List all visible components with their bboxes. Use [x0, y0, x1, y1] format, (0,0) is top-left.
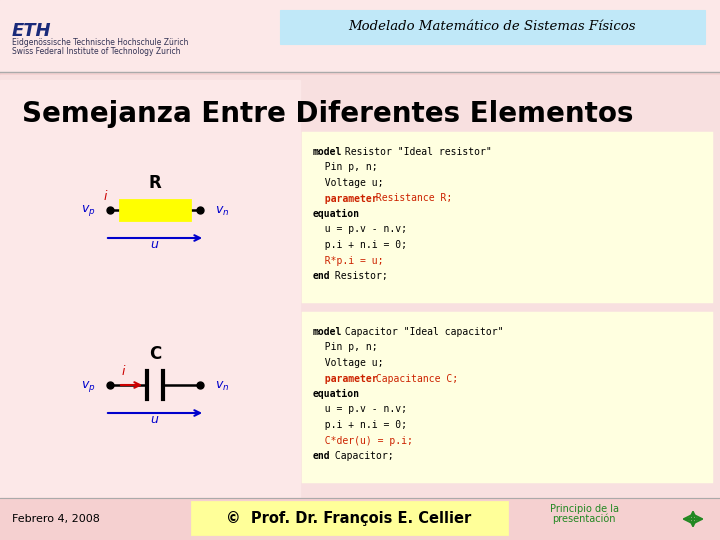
Text: Modelado Matemático de Sistemas Físicos: Modelado Matemático de Sistemas Físicos: [348, 21, 636, 33]
Bar: [0, 498, 720, 540]
Text: Capacitor;: Capacitor;: [328, 451, 393, 461]
Text: $\mathit{v}_n$: $\mathit{v}_n$: [215, 205, 229, 218]
Text: Pin p, n;: Pin p, n;: [313, 163, 377, 172]
Text: parameter: parameter: [313, 193, 377, 204]
Text: u = p.v - n.v;: u = p.v - n.v;: [313, 404, 407, 415]
Text: Resistance R;: Resistance R;: [370, 193, 452, 204]
Text: Resistor "Ideal resistor": Resistor "Ideal resistor": [339, 147, 492, 157]
Text: presentación: presentación: [552, 514, 616, 524]
Bar: [303, 133, 711, 301]
Text: model: model: [313, 327, 343, 337]
Text: equation: equation: [313, 209, 360, 219]
Text: end: end: [313, 271, 330, 281]
Text: Voltage u;: Voltage u;: [313, 358, 384, 368]
Text: R: R: [148, 174, 161, 192]
Text: Principio de la: Principio de la: [549, 504, 618, 514]
Text: Febrero 4, 2008: Febrero 4, 2008: [12, 514, 100, 524]
Text: $\mathit{i}$: $\mathit{i}$: [103, 189, 109, 203]
Text: C: C: [149, 345, 161, 363]
Text: Pin p, n;: Pin p, n;: [313, 342, 377, 353]
Bar: [192, 502, 507, 534]
Text: $\mathit{u}$: $\mathit{u}$: [150, 413, 160, 426]
Text: Swiss Federal Institute of Technology Zurich: Swiss Federal Institute of Technology Zu…: [12, 47, 181, 56]
Text: $\mathit{i}$: $\mathit{i}$: [121, 364, 127, 378]
Text: $\mathit{u}$: $\mathit{u}$: [150, 238, 160, 251]
Text: Eidgenössische Technische Hochschule Zürich: Eidgenössische Technische Hochschule Zür…: [12, 38, 189, 47]
Text: ©  Prof. Dr. François E. Cellier: © Prof. Dr. François E. Cellier: [226, 510, 472, 525]
Bar: [120, 200, 190, 220]
Text: equation: equation: [313, 389, 360, 399]
Text: Capacitance C;: Capacitance C;: [370, 374, 459, 383]
Bar: [0, 0, 720, 72]
Text: $\mathit{v}_n$: $\mathit{v}_n$: [215, 380, 229, 393]
Text: C*der(u) = p.i;: C*der(u) = p.i;: [313, 435, 413, 445]
Text: p.i + n.i = 0;: p.i + n.i = 0;: [313, 240, 407, 250]
Text: $\mathit{v}_p$: $\mathit{v}_p$: [81, 379, 95, 394]
Text: Voltage u;: Voltage u;: [313, 178, 384, 188]
Text: model: model: [313, 147, 343, 157]
Text: end: end: [313, 451, 330, 461]
Bar: [0, 75, 720, 500]
Text: parameter: parameter: [313, 374, 377, 383]
Text: u = p.v - n.v;: u = p.v - n.v;: [313, 225, 407, 234]
Bar: [303, 313, 711, 481]
Bar: [280, 10, 705, 44]
Text: Semejanza Entre Diferentes Elementos: Semejanza Entre Diferentes Elementos: [22, 100, 634, 128]
Text: p.i + n.i = 0;: p.i + n.i = 0;: [313, 420, 407, 430]
Text: ETH: ETH: [12, 22, 52, 40]
Text: R*p.i = u;: R*p.i = u;: [313, 255, 384, 266]
Text: $\mathit{v}_p$: $\mathit{v}_p$: [81, 204, 95, 219]
Text: Resistor;: Resistor;: [328, 271, 387, 281]
Bar: [0, 80, 300, 500]
Text: Capacitor "Ideal capacitor": Capacitor "Ideal capacitor": [339, 327, 503, 337]
